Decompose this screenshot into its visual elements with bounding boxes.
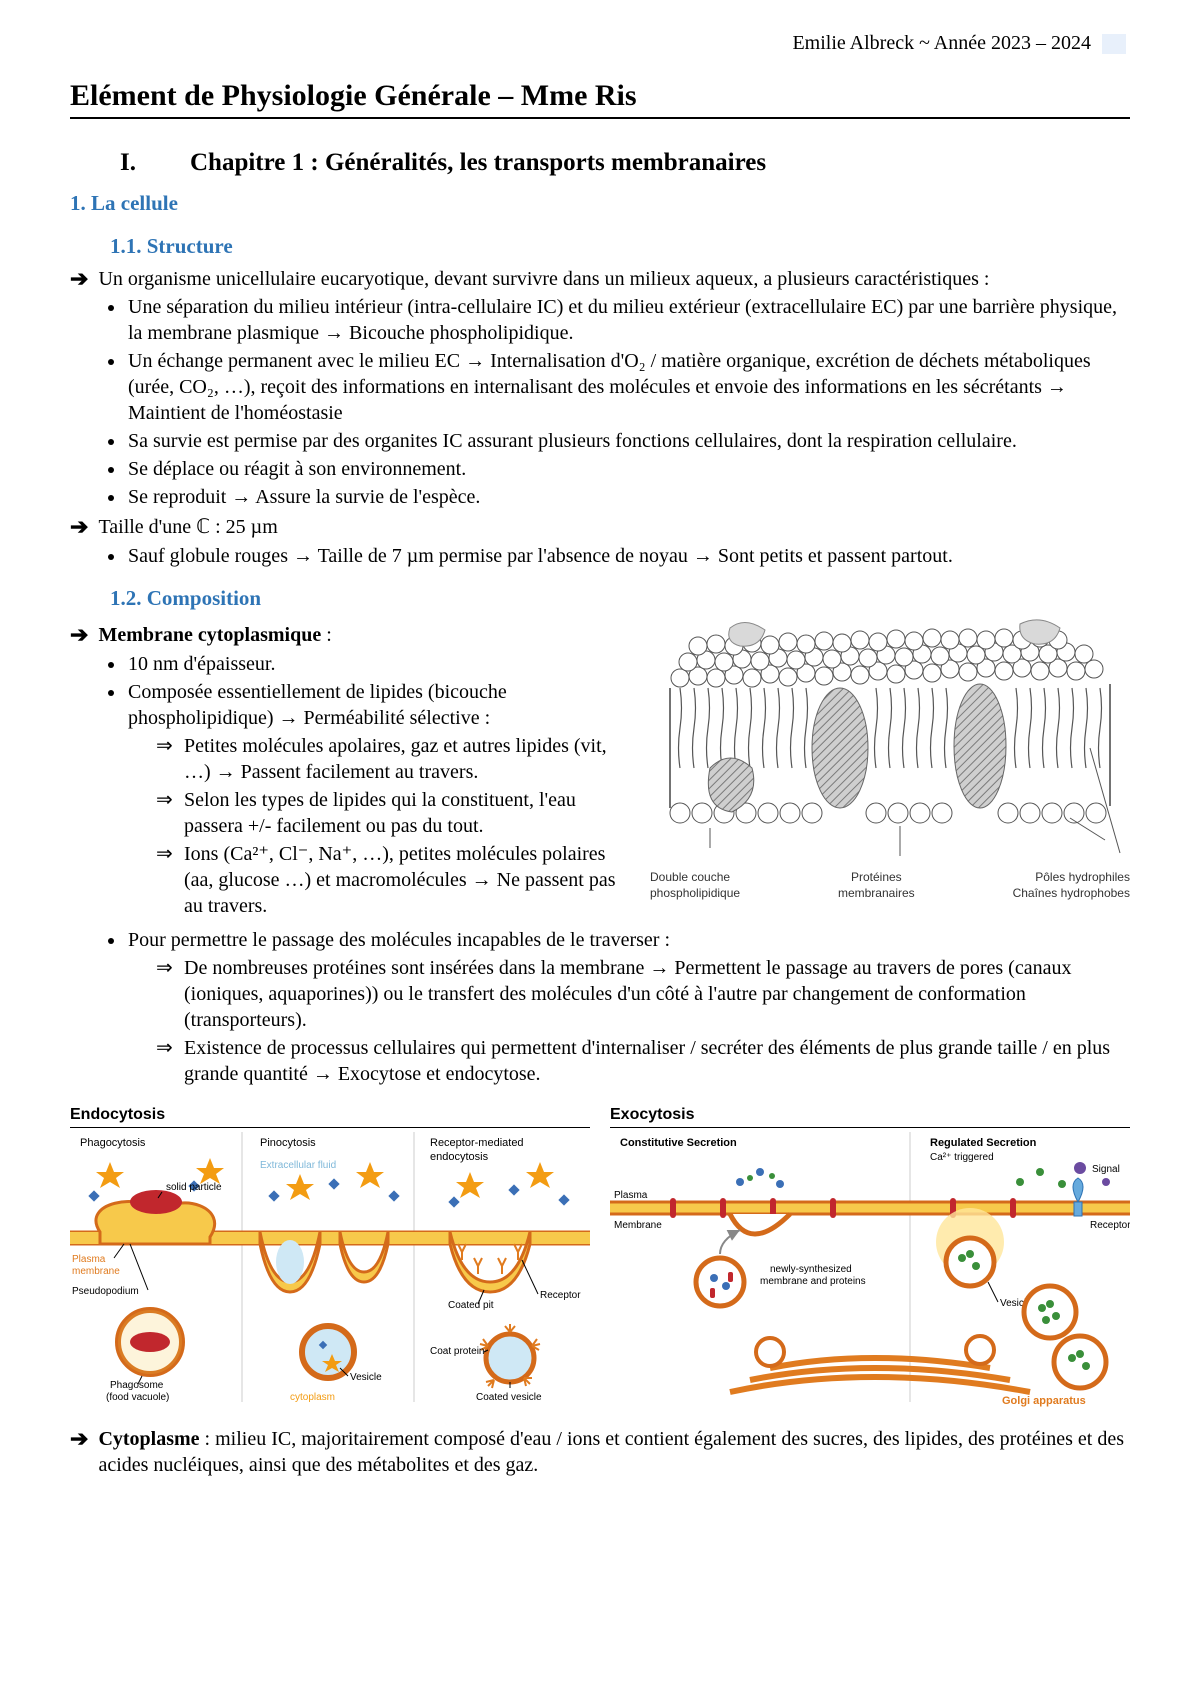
exo-plasma-label-1: Plasma <box>614 1190 648 1201</box>
arrow-right-icon: ➔ <box>70 266 88 292</box>
pinocytosis-label: Pinocytosis <box>260 1137 316 1149</box>
phagocytosis-label: Phagocytosis <box>80 1137 146 1149</box>
list-item: Un échange permanent avec le milieu EC →… <box>126 348 1130 426</box>
vesicle-label: Vesicle <box>350 1372 382 1383</box>
header-text: Emilie Albreck ~ Année 2023 – 2024 <box>792 32 1091 54</box>
membrane-heading: Membrane cytoplasmique : <box>98 622 626 648</box>
section-1-heading: 1. La cellule <box>70 190 1130 217</box>
membrane-b3-text: Pour permettre le passage des molécules … <box>128 929 670 951</box>
list-item: Se déplace ou réagit à son environnement… <box>126 456 1130 482</box>
sub-item: De nombreuses protéines sont insérées da… <box>156 955 1130 1033</box>
plasma-label-1: Plasma <box>72 1254 106 1265</box>
rme-label-1: Receptor-mediated <box>430 1137 524 1149</box>
membrane-diagram: Double couche phospholipidique Protéines… <box>650 618 1130 901</box>
list-item: Sauf globule rouges → Taille de 7 µm per… <box>126 543 1130 569</box>
list-item: Composée essentiellement de lipides (bic… <box>126 679 626 919</box>
crossing-sublist: De nombreuses protéines sont insérées da… <box>156 955 1130 1087</box>
arrow-right-icon: ➔ <box>70 1426 88 1478</box>
cytoplasme-rest: : milieu IC, majoritairement composé d'e… <box>98 1428 1124 1476</box>
membrane-label-left: Double couche phospholipidique <box>650 870 740 901</box>
regulated-label-1: Regulated Secretion <box>930 1137 1037 1149</box>
cytoplasme-item: ➔ Cytoplasme : milieu IC, majoritairemen… <box>70 1426 1130 1478</box>
coated-pit-label: Coated pit <box>448 1300 494 1311</box>
list-item: Une séparation du milieu intérieur (intr… <box>126 294 1130 346</box>
receptor-label: Receptor <box>540 1290 581 1301</box>
phagosome-label-2: (food vacuole) <box>106 1392 169 1403</box>
solid-particle-label: solid particle <box>166 1182 222 1193</box>
newly-label-2: membrane and proteins <box>760 1276 866 1287</box>
list-item: 10 nm d'épaisseur. <box>126 651 626 677</box>
intro-arrow-item: ➔ Un organisme unicellulaire eucaryotiqu… <box>70 266 1130 292</box>
membrane-label-right: Pôles hydrophiles Chaînes hydrophobes <box>1013 870 1130 901</box>
endo-exo-figure: Endocytosis Phagocytosis Pinocytosis Rec… <box>70 1105 1130 1413</box>
exo-receptor-label: Receptor <box>1090 1220 1130 1231</box>
chapter-title: Chapitre 1 : Généralités, les transports… <box>190 147 766 180</box>
signal-label: Signal <box>1092 1164 1120 1175</box>
membrane-list: 10 nm d'épaisseur. Composée essentiellem… <box>126 651 626 919</box>
chapter-number: I. <box>120 147 160 180</box>
membrane-heading-rest: : <box>321 624 332 646</box>
cytoplasme-bold: Cytoplasme <box>98 1428 199 1450</box>
arrow-right-icon: ➔ <box>70 622 88 648</box>
list-item: Sa survie est permise par des organites … <box>126 428 1130 454</box>
permeability-sublist: Petites molécules apolaires, gaz et autr… <box>156 733 626 919</box>
exocytosis-title: Exocytosis <box>610 1105 1130 1129</box>
golgi-label: Golgi apparatus <box>1002 1395 1086 1407</box>
page-header: Emilie Albreck ~ Année 2023 – 2024 <box>70 30 1130 56</box>
rme-label-2: endocytosis <box>430 1151 489 1163</box>
cell-size-text: Taille d'une ℂ : 25 µm <box>98 514 1130 540</box>
intro-text: Un organisme unicellulaire eucaryotique,… <box>98 266 1130 292</box>
membrane-crossing-list: Pour permettre le passage des molécules … <box>126 927 1130 1087</box>
chapter-heading: I. Chapitre 1 : Généralités, les transpo… <box>120 147 1130 180</box>
exo-plasma-label-2: Membrane <box>614 1220 662 1231</box>
plasma-label-2: membrane <box>72 1266 120 1277</box>
cell-size-sublist: Sauf globule rouges → Taille de 7 µm per… <box>126 543 1130 569</box>
list-item: Se reproduit → Assure la survie de l'esp… <box>126 484 1130 510</box>
pseudopodium-label: Pseudopodium <box>72 1286 139 1297</box>
membrane-heading-item: ➔ Membrane cytoplasmique : <box>70 622 626 648</box>
course-title: Elément de Physiologie Générale – Mme Ri… <box>70 76 1130 119</box>
cell-size-item: ➔ Taille d'une ℂ : 25 µm <box>70 514 1130 540</box>
endocytosis-title: Endocytosis <box>70 1105 590 1129</box>
coat-protein-label: Coat protein <box>430 1346 484 1357</box>
membrane-label-mid: Protéines membranaires <box>838 870 915 901</box>
list-item: Pour permettre le passage des molécules … <box>126 927 1130 1087</box>
sub-item: Petites molécules apolaires, gaz et autr… <box>156 733 626 785</box>
newly-label-1: newly-synthesized <box>770 1264 852 1275</box>
section-1-1-heading: 1.1. Structure <box>110 233 1130 260</box>
cytoplasm-label: cytoplasm <box>290 1392 335 1403</box>
sub-item: Selon les types de lipides qui la consti… <box>156 787 626 839</box>
constitutive-label: Constitutive Secretion <box>620 1137 737 1149</box>
characteristics-list: Une séparation du milieu intérieur (intr… <box>126 294 1130 510</box>
ec-fluid-label: Extracellular fluid <box>260 1160 336 1171</box>
regulated-label-2: Ca²⁺ triggered <box>930 1152 994 1163</box>
membrane-label-right-top: Pôles hydrophiles <box>1013 870 1130 886</box>
membrane-label-right-bot: Chaînes hydrophobes <box>1013 886 1130 902</box>
phagosome-label-1: Phagosome <box>110 1380 164 1391</box>
header-accent-bar <box>1102 34 1126 54</box>
sub-item: Ions (Ca²⁺, Cl⁻, Na⁺, …), petites molécu… <box>156 841 626 919</box>
section-1-2-heading: 1.2. Composition <box>110 585 1130 612</box>
endocytosis-panel: Endocytosis Phagocytosis Pinocytosis Rec… <box>70 1105 590 1413</box>
arrow-right-icon: ➔ <box>70 514 88 540</box>
coated-vesicle-label: Coated vesicle <box>476 1392 542 1403</box>
membrane-heading-bold: Membrane cytoplasmique <box>98 624 321 646</box>
membrane-b2-text: Composée essentiellement de lipides (bic… <box>128 681 507 729</box>
cytoplasme-text: Cytoplasme : milieu IC, majoritairement … <box>98 1426 1130 1478</box>
sub-item: Existence de processus cellulaires qui p… <box>156 1035 1130 1087</box>
exocytosis-panel: Exocytosis Constitutive Secretion Regula… <box>610 1105 1130 1413</box>
